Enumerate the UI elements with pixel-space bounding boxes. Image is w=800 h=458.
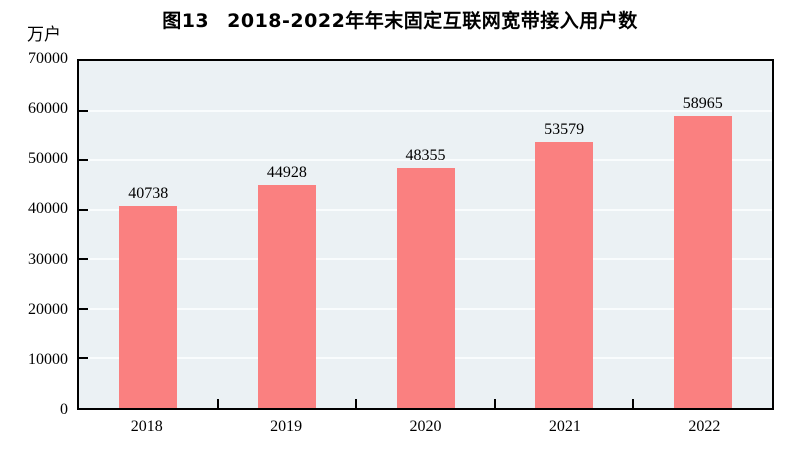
- x-tick-label-2020: 2020: [409, 418, 442, 435]
- x-tick-label-2021: 2021: [548, 418, 581, 435]
- horizontal-gridline: [79, 159, 772, 162]
- y-tick-label: 0: [60, 401, 68, 418]
- bar-2020: [396, 168, 455, 408]
- y-tick-label: 20000: [28, 300, 68, 318]
- bar-value-label: 44928: [266, 164, 307, 182]
- y-axis-tick-mark: [79, 357, 88, 360]
- y-tick-label: 30000: [28, 250, 68, 268]
- y-tick-label: 60000: [28, 100, 68, 118]
- bar-2018: [119, 206, 178, 408]
- y-tick-label: 10000: [28, 350, 68, 368]
- bar-value-label: 58965: [682, 94, 723, 112]
- y-axis-tick-mark: [79, 208, 88, 211]
- plot-area: 40738 44928 48355 53579 58965: [77, 59, 774, 410]
- y-tick-label: 50000: [28, 150, 68, 168]
- y-axis-tick-mark: [79, 258, 88, 261]
- x-axis: 2018 2019 2020 2021 2022: [77, 415, 774, 439]
- y-axis: 0 10000 20000 30000 40000 50000 60000 70000: [0, 51, 68, 418]
- bar-value-label: 53579: [544, 121, 585, 139]
- x-axis-tick-mark: [355, 399, 358, 408]
- bar-value-label: 48355: [405, 147, 446, 165]
- y-tick-label: 40000: [28, 200, 68, 218]
- x-tick-label-2018: 2018: [130, 418, 163, 435]
- figure-number-label: 图13: [162, 10, 210, 32]
- y-axis-tick-mark: [79, 159, 88, 162]
- bar-value-label: 40738: [128, 185, 169, 203]
- y-axis-tick-mark: [79, 109, 88, 112]
- x-tick-label-2019: 2019: [270, 418, 303, 435]
- horizontal-gridline: [79, 109, 772, 112]
- x-axis-tick-mark: [493, 399, 496, 408]
- chart-title: 图13 2018-2022年年末固定互联网宽带接入用户数: [0, 6, 800, 33]
- x-axis-tick-mark: [216, 399, 219, 408]
- chart-title-text: 2018-2022年年末固定互联网宽带接入用户数: [227, 10, 638, 32]
- bar-2021: [535, 142, 594, 408]
- x-axis-tick-mark: [632, 399, 635, 408]
- x-tick-label-2022: 2022: [688, 418, 721, 435]
- y-axis-unit-label: 万户: [27, 25, 61, 45]
- y-axis-tick-mark: [79, 307, 88, 310]
- bar-2022: [673, 115, 732, 408]
- bar-2019: [257, 185, 316, 408]
- y-tick-label: 70000: [28, 50, 68, 67]
